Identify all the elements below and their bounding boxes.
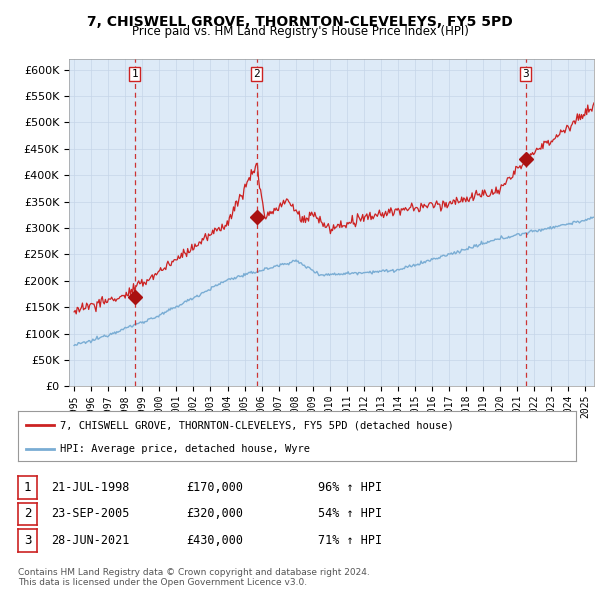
Text: 21-JUL-1998: 21-JUL-1998: [51, 481, 130, 494]
Text: This data is licensed under the Open Government Licence v3.0.: This data is licensed under the Open Gov…: [18, 578, 307, 587]
Text: 3: 3: [24, 534, 31, 547]
Text: 96% ↑ HPI: 96% ↑ HPI: [318, 481, 382, 494]
Text: 28-JUN-2021: 28-JUN-2021: [51, 534, 130, 547]
Text: 7, CHISWELL GROVE, THORNTON-CLEVELEYS, FY5 5PD: 7, CHISWELL GROVE, THORNTON-CLEVELEYS, F…: [87, 15, 513, 29]
Text: £430,000: £430,000: [186, 534, 243, 547]
Text: 23-SEP-2005: 23-SEP-2005: [51, 507, 130, 520]
Text: 2: 2: [24, 507, 31, 520]
Text: Contains HM Land Registry data © Crown copyright and database right 2024.: Contains HM Land Registry data © Crown c…: [18, 568, 370, 576]
Text: 2: 2: [253, 69, 260, 79]
Text: 54% ↑ HPI: 54% ↑ HPI: [318, 507, 382, 520]
Text: 7, CHISWELL GROVE, THORNTON-CLEVELEYS, FY5 5PD (detached house): 7, CHISWELL GROVE, THORNTON-CLEVELEYS, F…: [60, 420, 454, 430]
Text: £320,000: £320,000: [186, 507, 243, 520]
Text: HPI: Average price, detached house, Wyre: HPI: Average price, detached house, Wyre: [60, 444, 310, 454]
Text: 3: 3: [522, 69, 529, 79]
Text: 1: 1: [131, 69, 138, 79]
Text: Price paid vs. HM Land Registry's House Price Index (HPI): Price paid vs. HM Land Registry's House …: [131, 25, 469, 38]
Text: 1: 1: [24, 481, 31, 494]
Text: 71% ↑ HPI: 71% ↑ HPI: [318, 534, 382, 547]
Text: £170,000: £170,000: [186, 481, 243, 494]
